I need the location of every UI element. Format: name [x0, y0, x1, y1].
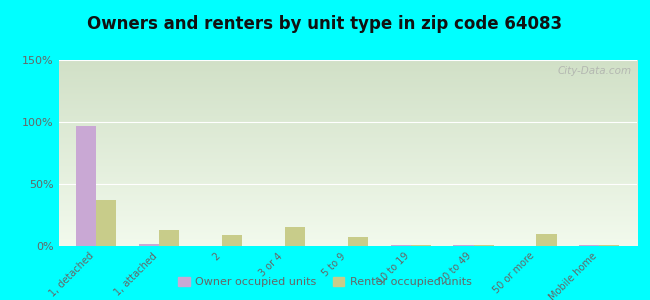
Legend: Owner occupied units, Renter occupied units: Owner occupied units, Renter occupied un… [174, 272, 476, 291]
Bar [96, 200, 116, 246]
Bar [536, 234, 556, 246]
Bar [579, 245, 599, 246]
Bar [454, 245, 473, 246]
Bar [159, 230, 179, 246]
Text: City-Data.com: City-Data.com [557, 66, 631, 76]
Bar [391, 245, 411, 246]
Bar [222, 235, 242, 246]
Bar [411, 245, 431, 246]
Bar [76, 126, 96, 246]
Bar [285, 227, 305, 246]
Bar [599, 245, 619, 246]
Bar [139, 244, 159, 246]
Bar [473, 245, 493, 246]
Bar [348, 237, 368, 246]
Text: Owners and renters by unit type in zip code 64083: Owners and renters by unit type in zip c… [88, 15, 562, 33]
